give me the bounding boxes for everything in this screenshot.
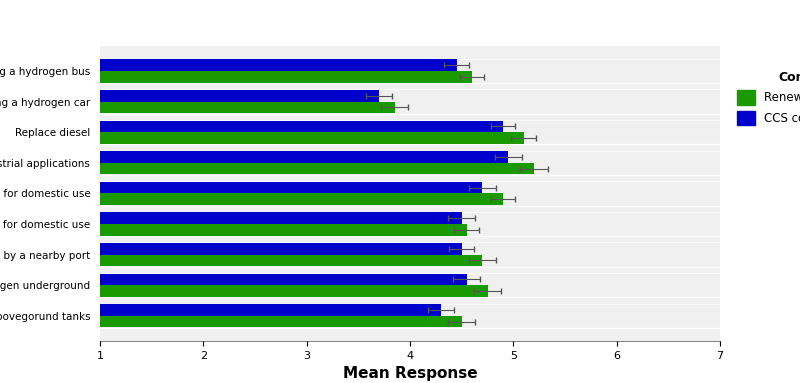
Bar: [0, 193, 503, 205]
Bar: [0, 243, 462, 255]
X-axis label: Mean Response: Mean Response: [342, 366, 478, 381]
Bar: [0, 273, 467, 285]
Bar: [0, 182, 482, 193]
Bar: [0, 151, 508, 163]
Bar: [0, 101, 394, 113]
Bar: [0, 121, 503, 132]
Bar: [0, 90, 379, 101]
Bar: [0, 304, 441, 316]
Bar: [0, 224, 467, 236]
Bar: [0, 71, 472, 83]
Bar: [0, 255, 482, 266]
Bar: [0, 59, 457, 71]
Bar: [0, 285, 487, 297]
Bar: [0, 213, 462, 224]
Legend: Renewable condition, CCS condition: Renewable condition, CCS condition: [732, 67, 800, 130]
Bar: [0, 163, 534, 174]
Bar: [0, 132, 524, 144]
Bar: [0, 316, 462, 327]
